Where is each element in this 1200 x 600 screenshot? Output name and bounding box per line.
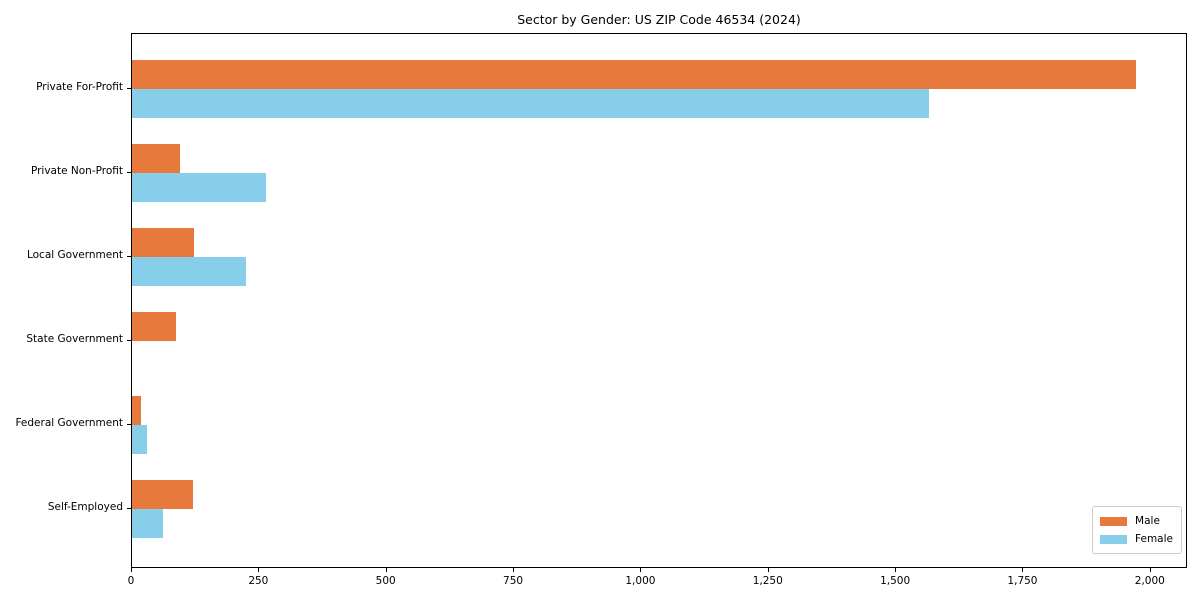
y-tick-label-federal-government: Federal Government [15, 417, 123, 429]
bar-male-private-for-profit [132, 60, 1136, 89]
y-tick-mark [127, 508, 131, 509]
x-tick-mark [258, 568, 260, 572]
bar-female-private-for-profit [132, 89, 929, 118]
y-tick-mark [127, 256, 131, 257]
y-tick-label-state-government: State Government [26, 333, 123, 345]
x-tick-mark [513, 568, 515, 572]
bar-female-private-non-profit [132, 173, 267, 202]
y-tick-label-local-government: Local Government [26, 249, 123, 261]
bar-male-local-government [132, 228, 194, 257]
legend-label-male: Male [1135, 515, 1160, 527]
x-tick-label-1-250: 1,250 [752, 575, 783, 587]
x-tick-mark [131, 568, 132, 572]
plot-area: Male Female [131, 33, 1187, 568]
bar-male-private-non-profit [132, 144, 180, 173]
x-tick-mark [640, 568, 642, 572]
bar-male-state-government [132, 312, 176, 341]
y-tick-label-self-employed: Self-Employed [47, 501, 123, 513]
x-tick-mark [385, 568, 387, 572]
x-tick-label-250: 250 [248, 575, 269, 587]
x-tick-label-2-000: 2,000 [1134, 575, 1165, 587]
chart-title: Sector by Gender: US ZIP Code 46534 (202… [517, 12, 801, 27]
x-tick-label-0: 0 [127, 575, 135, 587]
x-tick-label-500: 500 [375, 575, 396, 587]
y-tick-mark [127, 340, 131, 341]
x-tick-mark [895, 568, 897, 572]
y-tick-mark [127, 88, 131, 89]
bar-female-local-government [132, 257, 246, 286]
legend-swatch-female [1100, 534, 1128, 544]
legend-swatch-male [1100, 516, 1128, 526]
bar-female-self-employed [132, 509, 163, 538]
y-tick-label-private-for-profit: Private For-Profit [36, 81, 123, 93]
bar-male-self-employed [132, 480, 193, 509]
x-tick-mark [1149, 568, 1151, 572]
legend-row-female: Female [1100, 530, 1173, 548]
bar-male-federal-government [132, 396, 142, 425]
legend-row-male: Male [1100, 512, 1173, 530]
x-tick-label-750: 750 [503, 575, 524, 587]
y-tick-mark [127, 424, 131, 425]
y-tick-mark [127, 172, 131, 173]
x-tick-label-1-000: 1,000 [625, 575, 656, 587]
x-tick-mark [1022, 568, 1024, 572]
legend: Male Female [1092, 506, 1182, 554]
bar-female-federal-government [132, 425, 147, 454]
legend-label-female: Female [1135, 533, 1173, 545]
y-tick-label-private-non-profit: Private Non-Profit [30, 165, 123, 177]
x-tick-label-1-750: 1,750 [1007, 575, 1038, 587]
x-tick-label-1-500: 1,500 [880, 575, 911, 587]
x-tick-mark [767, 568, 769, 572]
